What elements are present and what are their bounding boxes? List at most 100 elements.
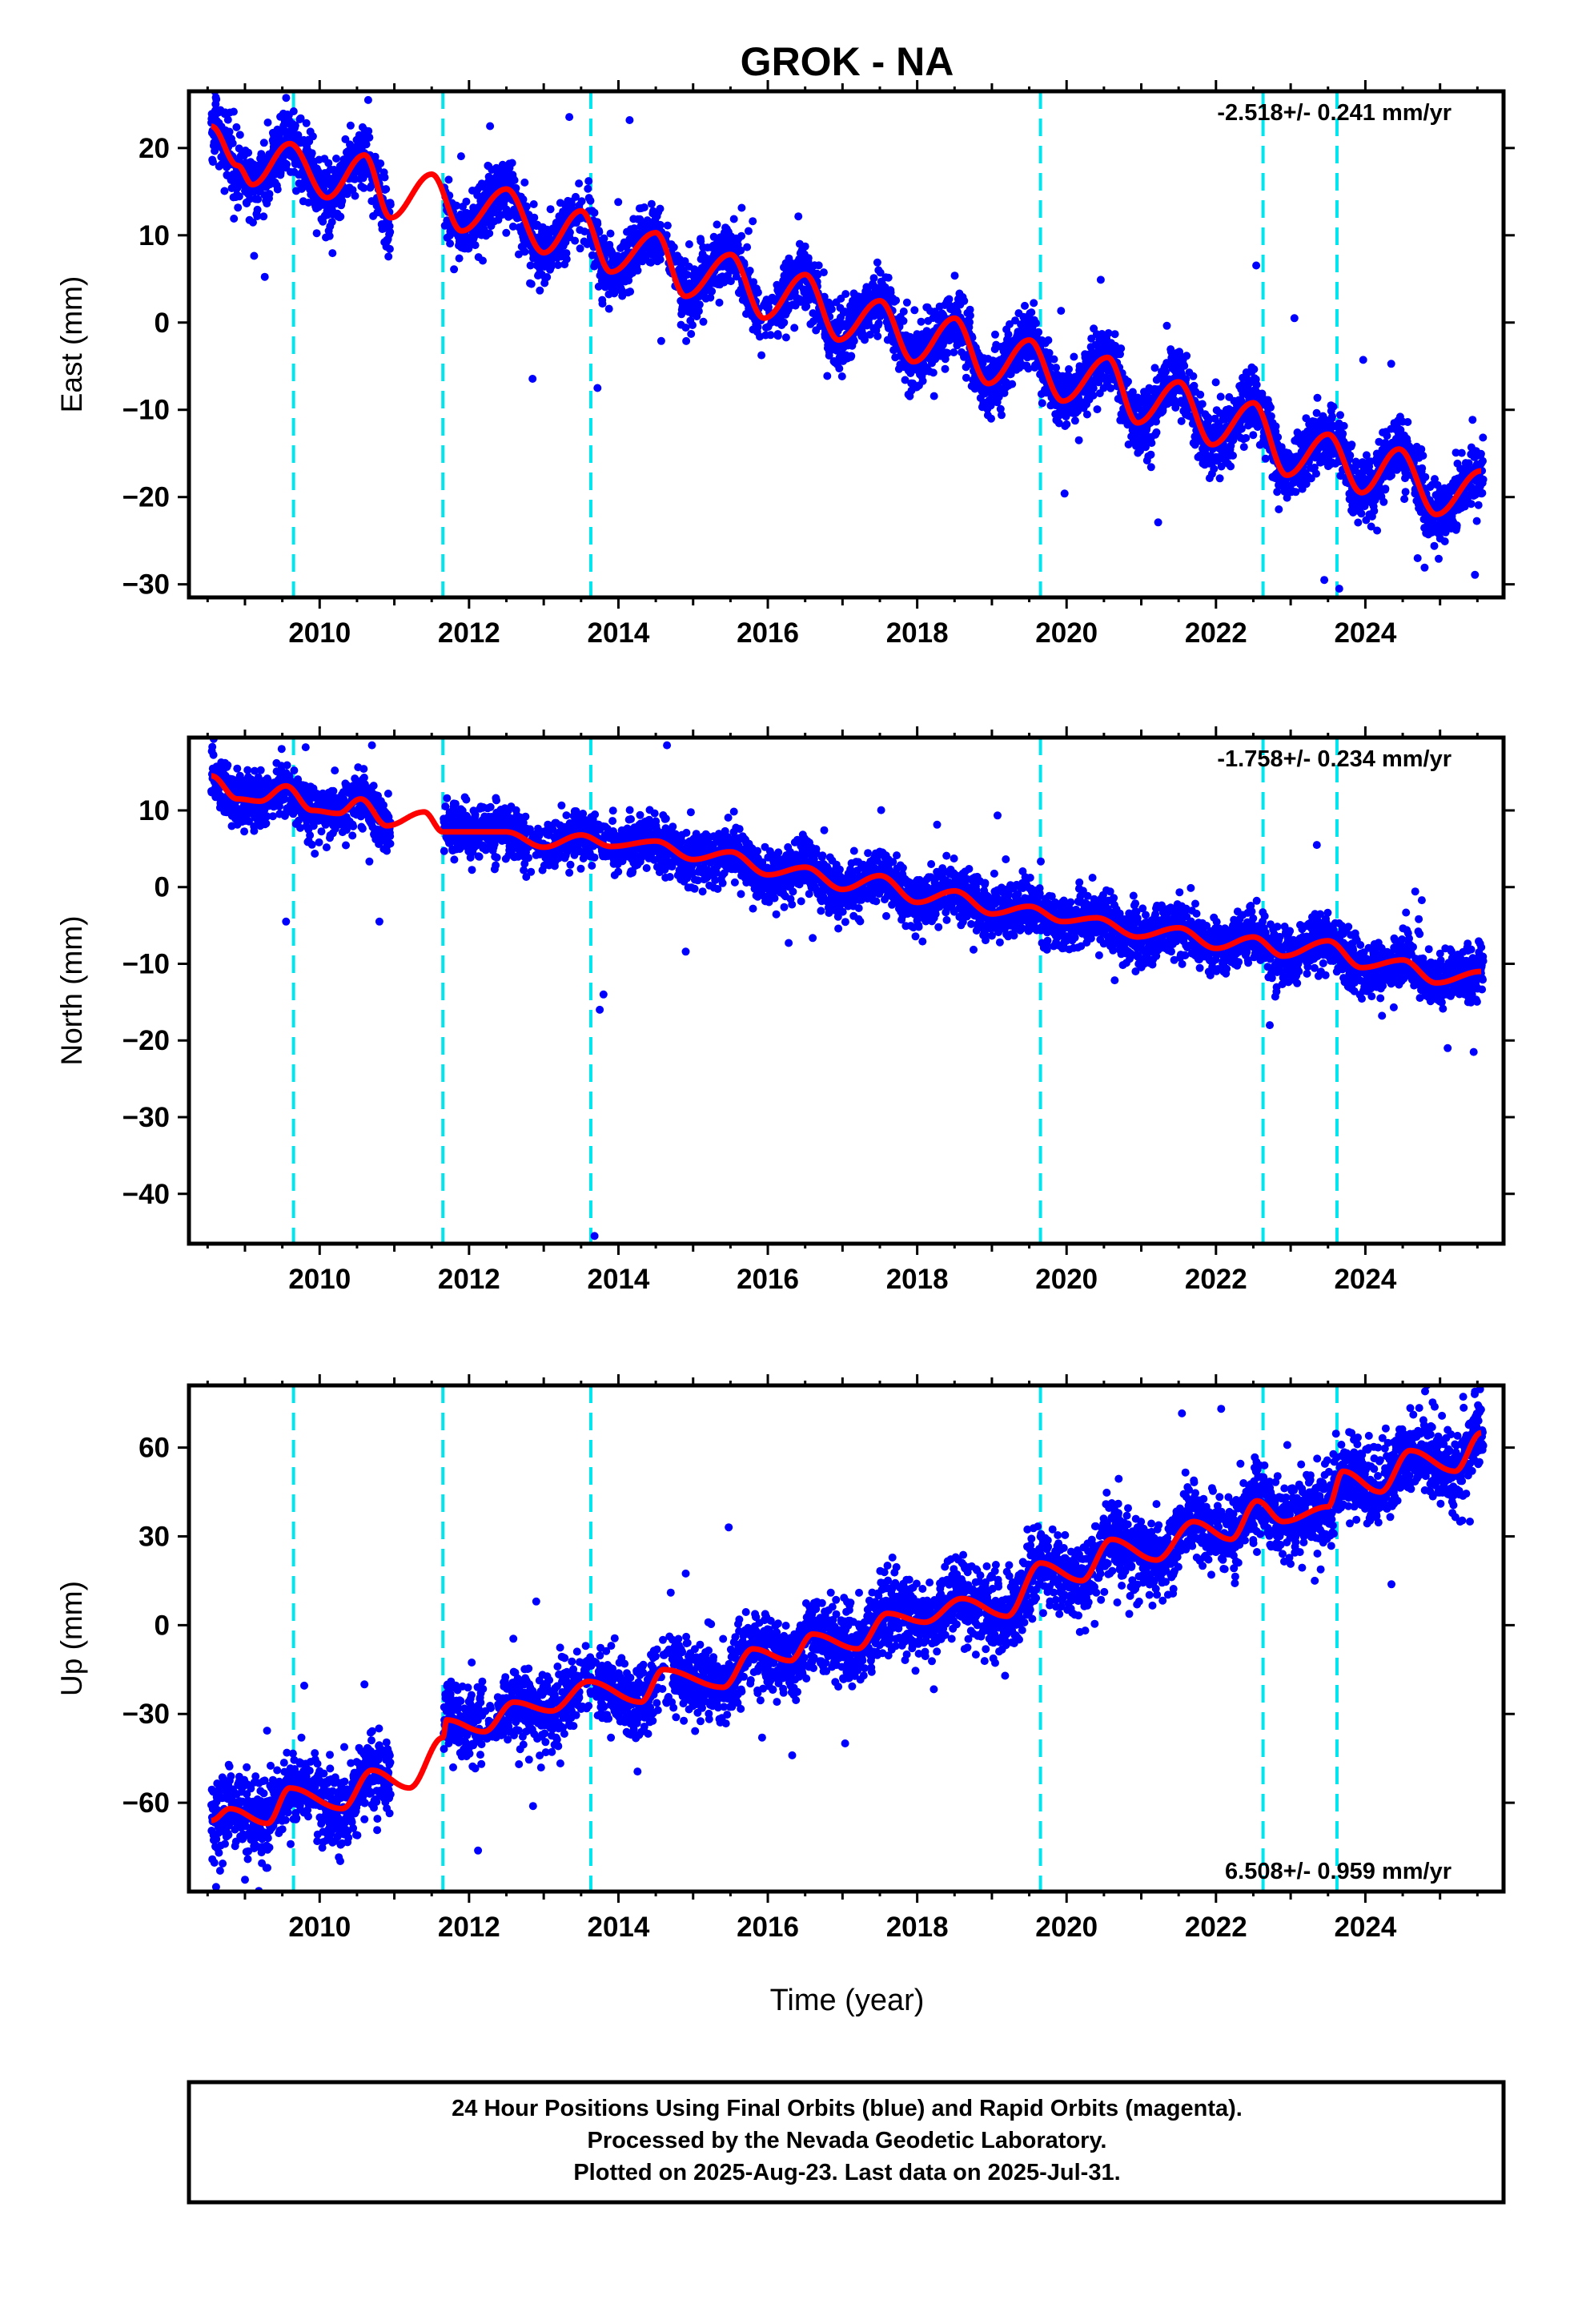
east-point	[212, 95, 221, 103]
east-point	[220, 187, 229, 195]
east-point	[364, 127, 373, 135]
east-point	[790, 324, 799, 332]
east-point	[1252, 261, 1261, 270]
east-point	[583, 239, 592, 248]
east-point	[527, 279, 536, 288]
east-point	[941, 364, 950, 373]
east-point	[536, 286, 544, 295]
east-point	[328, 249, 337, 258]
east-point	[873, 332, 882, 340]
east-point	[663, 221, 672, 230]
east-point	[382, 185, 391, 194]
east-point	[385, 222, 394, 231]
east-point	[732, 272, 741, 281]
east-point	[554, 261, 562, 269]
east-point	[1034, 328, 1043, 336]
east-point	[1004, 330, 1013, 339]
east-point	[1401, 488, 1410, 497]
east-point	[529, 200, 538, 208]
east-point	[1274, 432, 1283, 441]
east-point	[289, 107, 298, 115]
east-point	[1252, 380, 1261, 389]
east-point	[1275, 505, 1283, 513]
east-point	[1050, 355, 1058, 364]
east-point	[640, 203, 648, 211]
east-point	[819, 268, 828, 277]
east-point	[1162, 368, 1170, 376]
east-point	[744, 227, 753, 235]
east-point	[773, 332, 782, 340]
east-point	[456, 152, 465, 161]
east-point	[1457, 448, 1466, 457]
east-point	[510, 176, 519, 184]
east-point	[1239, 443, 1248, 452]
east-point	[508, 222, 517, 231]
east-plot-content	[207, 91, 1488, 597]
east-point	[1021, 301, 1029, 310]
east-point	[1229, 451, 1237, 460]
east-point	[575, 179, 584, 188]
east-point	[543, 273, 552, 281]
east-point	[626, 287, 635, 296]
east-point	[1189, 372, 1198, 380]
east-point	[338, 196, 347, 205]
east-point	[827, 305, 836, 314]
east-point	[565, 228, 574, 237]
east-point	[244, 148, 253, 157]
east-point	[901, 376, 909, 384]
east-point	[576, 244, 584, 253]
east-point	[869, 274, 878, 283]
east-point	[713, 220, 721, 229]
east-point	[991, 330, 999, 339]
east-point	[253, 205, 262, 214]
east-point	[987, 414, 995, 423]
east-point	[689, 321, 697, 329]
east-point	[282, 94, 291, 103]
east-point	[682, 336, 691, 345]
east-point	[794, 212, 803, 221]
east-point	[1227, 462, 1235, 471]
east-point	[884, 273, 893, 282]
east-point	[336, 212, 345, 221]
east-point	[1403, 418, 1412, 426]
figure-title: GROK - NA	[741, 39, 954, 84]
east-point	[546, 205, 555, 214]
east-point	[444, 175, 453, 184]
east-point	[254, 195, 263, 203]
east-point	[253, 212, 262, 220]
east-point	[386, 227, 395, 236]
east-point	[228, 139, 237, 147]
east-point	[1339, 421, 1348, 430]
east-point	[1381, 485, 1390, 493]
east-point	[1150, 364, 1159, 372]
east-point	[294, 131, 303, 139]
east-point	[685, 240, 693, 248]
east-point	[1430, 541, 1439, 550]
east-point	[600, 234, 608, 243]
east-point	[743, 243, 752, 251]
east-point	[1027, 308, 1036, 317]
east-point	[265, 190, 274, 199]
east-point	[562, 249, 571, 258]
east-point	[606, 229, 615, 238]
east-point	[359, 183, 368, 192]
east-point	[276, 168, 285, 177]
east-point	[1242, 434, 1251, 442]
east-point	[1044, 336, 1053, 344]
east-point	[943, 348, 952, 357]
east-point	[966, 305, 974, 314]
east-point	[930, 392, 938, 400]
east-point	[446, 239, 455, 248]
east-point	[1094, 378, 1103, 387]
east-point	[225, 127, 234, 136]
east-point	[462, 197, 471, 206]
east-point	[1082, 410, 1091, 419]
east-point	[1011, 316, 1019, 325]
east-point	[246, 195, 255, 203]
east-point	[753, 323, 762, 332]
east-point	[1052, 364, 1061, 372]
east-point	[260, 272, 269, 281]
east-point	[520, 178, 529, 187]
east-point	[1177, 416, 1186, 425]
